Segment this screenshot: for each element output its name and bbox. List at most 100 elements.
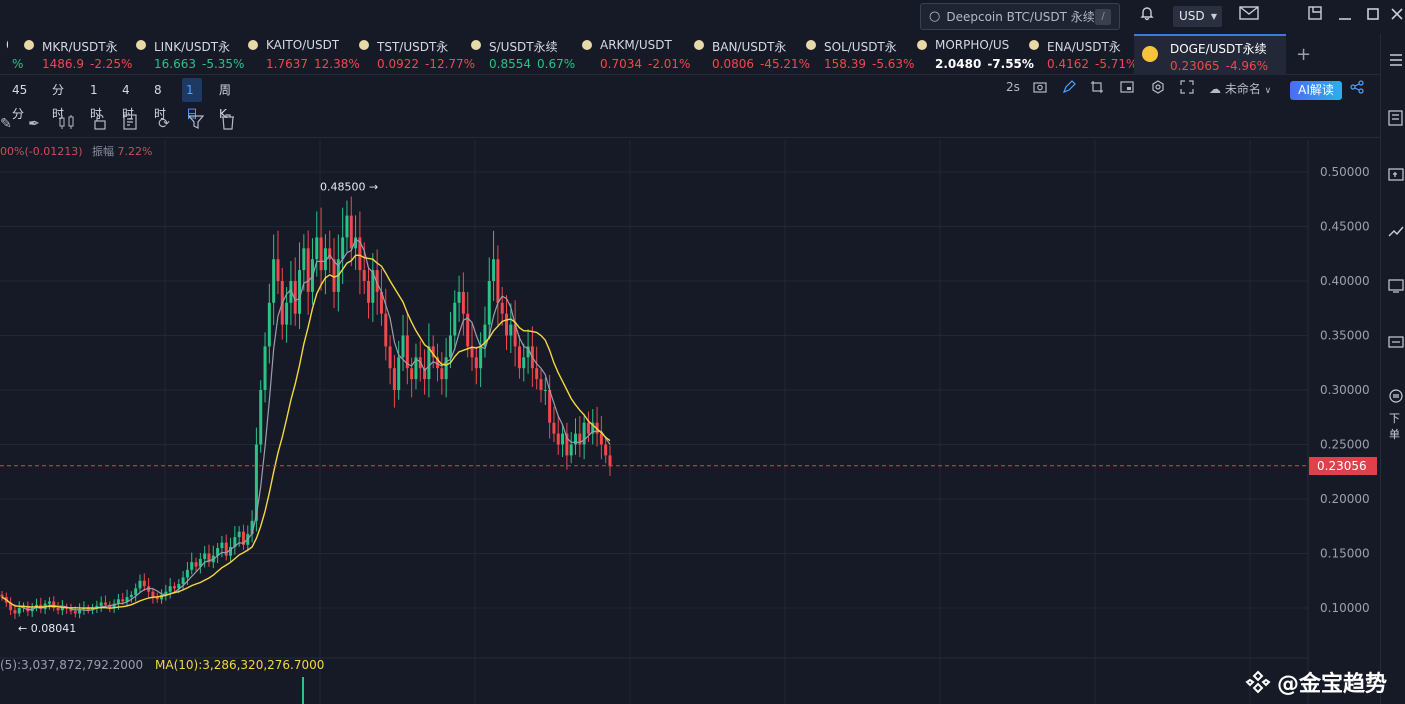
- candle-body: [578, 433, 582, 445]
- fullscreen-icon[interactable]: [1180, 80, 1194, 97]
- candle-body: [466, 313, 470, 347]
- list-icon[interactable]: [1388, 110, 1405, 128]
- ticker-price: 158.39 -5.63%: [824, 57, 915, 71]
- wallet-icon[interactable]: [1388, 166, 1405, 184]
- ticker-price: 0.23065 -4.96%: [1170, 59, 1269, 73]
- ticker-tab-active[interactable]: DOGE/USDT永续 0.23065 -4.96%: [1134, 34, 1286, 75]
- ticker-symbol: ENA/USDT永: [1047, 40, 1121, 54]
- interval-4[interactable]: 8时: [154, 83, 167, 121]
- candlestick-chart[interactable]: 0.50000 0.45000 0.40000 0.35000 0.30000 0.250…: [0, 140, 1380, 704]
- candle-body: [237, 531, 241, 538]
- ai-analyze-button[interactable]: AI解读: [1290, 81, 1342, 100]
- camera-icon[interactable]: [1033, 80, 1047, 97]
- candle-body: [160, 594, 164, 600]
- currency-select[interactable]: USD ▼: [1173, 6, 1222, 27]
- layout-select[interactable]: ☁ 未命名 ∨: [1209, 80, 1271, 97]
- coin-icon: [694, 40, 704, 50]
- settings-icon[interactable]: [1151, 80, 1165, 97]
- bell-icon[interactable]: [1136, 5, 1158, 27]
- share-icon[interactable]: [1350, 80, 1364, 97]
- line-tool-icon[interactable]: ✎: [0, 116, 12, 132]
- ticker-tab[interactable]: ARKM/USDT 0.7034 -2.01%: [578, 34, 690, 75]
- candle-body: [410, 368, 414, 380]
- ticker-tab[interactable]: MKR/USDT永 1486.9 -2.25%: [20, 34, 132, 75]
- mail-icon[interactable]: [1238, 5, 1260, 27]
- search-input[interactable]: ○ Deepcoin BTC/USDT 永续 /: [920, 3, 1120, 30]
- candle-body: [155, 597, 159, 600]
- candle-body: [151, 591, 155, 598]
- ticker-tab[interactable]: S/USDT永续 0.8554 0.67%: [467, 34, 575, 75]
- filter-tool-icon[interactable]: [186, 114, 206, 134]
- candle-body: [586, 422, 590, 434]
- candle-body: [233, 537, 237, 547]
- place-order-label[interactable]: 下单: [1389, 412, 1400, 441]
- candle-body: [86, 608, 90, 611]
- trend-icon[interactable]: [1388, 222, 1405, 240]
- pen-icon[interactable]: [1062, 80, 1076, 97]
- ticker-tab[interactable]: SOL/USDT永 158.39 -5.63%: [802, 34, 914, 75]
- orderbook-icon[interactable]: [1388, 52, 1405, 70]
- ticker-symbol: MKR/USDT永: [42, 40, 118, 54]
- ticker-symbol: S/USDT永续: [489, 40, 558, 54]
- crop-icon[interactable]: [1090, 80, 1104, 97]
- interval-5[interactable]: 1日: [182, 78, 202, 121]
- ticker-tab[interactable]: LINK/USDT永 16.663 -5.35%: [132, 34, 244, 75]
- candle-body: [138, 580, 142, 589]
- candle-body: [332, 259, 336, 292]
- candle-body: [539, 379, 543, 390]
- monitor-icon[interactable]: [1388, 278, 1405, 296]
- lock-tool-icon[interactable]: [90, 114, 110, 134]
- ticker-tab[interactable]: BAN/USDT永 0.0806 -45.21%: [690, 34, 810, 75]
- candle-body: [203, 553, 207, 559]
- interval-3[interactable]: 4时: [122, 83, 135, 121]
- candle-body: [95, 605, 99, 608]
- magnet-tool-icon[interactable]: ⟳: [158, 116, 170, 132]
- ticker-tab[interactable]: 01 %: [0, 34, 23, 75]
- refresh-rate[interactable]: 2s: [1006, 80, 1020, 94]
- candle-body: [379, 291, 383, 314]
- ticker-change: -4.96%: [1225, 59, 1269, 73]
- trash-tool-icon[interactable]: [218, 114, 238, 134]
- maximize-icon[interactable]: [1362, 5, 1384, 27]
- ticker-tab[interactable]: KAITO/USDT 1.7637 12.38%: [244, 34, 360, 75]
- candle-body: [397, 357, 401, 390]
- candle-body: [367, 281, 371, 303]
- drawing-toolbar: ✎ ✒ ⟳: [0, 110, 1380, 138]
- ticker-tab[interactable]: ENA/USDT永 0.4162 -5.71%: [1025, 34, 1137, 75]
- interval-2[interactable]: 1时: [90, 83, 103, 121]
- add-tab-icon[interactable]: +: [1296, 44, 1312, 65]
- candle-body: [522, 357, 526, 369]
- candle-body: [341, 237, 345, 260]
- candle-body: [349, 215, 353, 249]
- ticker-tab[interactable]: MORPHO/US 2.0480 -7.55%: [913, 34, 1034, 75]
- ticker-symbol: KAITO/USDT: [266, 38, 340, 52]
- ticker-change: -5.63%: [872, 57, 915, 71]
- interval-0[interactable]: 45分: [12, 83, 28, 121]
- interval-1[interactable]: 分时: [52, 83, 65, 121]
- ticker-tab[interactable]: TST/USDT永 0.0922 -12.77%: [355, 34, 475, 75]
- ticker-change: -2.25%: [90, 57, 133, 71]
- note-tool-icon[interactable]: [121, 114, 141, 134]
- coin-icon: [917, 40, 927, 50]
- candle-body: [198, 558, 202, 567]
- candle-tool-icon[interactable]: [57, 114, 77, 134]
- right-sidebar: 下单: [1380, 34, 1405, 704]
- etf-icon[interactable]: [1388, 334, 1405, 352]
- swap-icon[interactable]: [1388, 388, 1405, 406]
- candle-body: [388, 346, 392, 369]
- minimize-icon[interactable]: [1334, 5, 1356, 27]
- ticker-symbol: BAN/USDT永: [712, 40, 787, 54]
- interval-6[interactable]: 周K: [219, 83, 232, 121]
- coin-icon: [582, 40, 592, 50]
- candle-body: [78, 609, 82, 614]
- change-value: 00%(-0.01213): [0, 145, 83, 158]
- coin-icon: [136, 40, 146, 50]
- template-icon[interactable]: [1120, 80, 1134, 97]
- brush-tool-icon[interactable]: ✒: [28, 116, 40, 132]
- ticker-change: %: [12, 57, 24, 71]
- doge-coin-icon: [1142, 46, 1158, 62]
- coin-icon: [24, 40, 34, 50]
- close-icon[interactable]: [1386, 5, 1405, 27]
- popout-icon[interactable]: [1304, 5, 1326, 27]
- chevron-down-icon: ∨: [1264, 86, 1272, 96]
